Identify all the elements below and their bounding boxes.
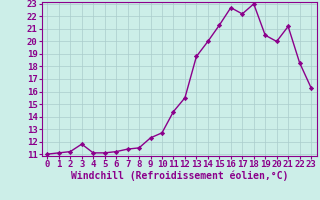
X-axis label: Windchill (Refroidissement éolien,°C): Windchill (Refroidissement éolien,°C) [70,171,288,181]
